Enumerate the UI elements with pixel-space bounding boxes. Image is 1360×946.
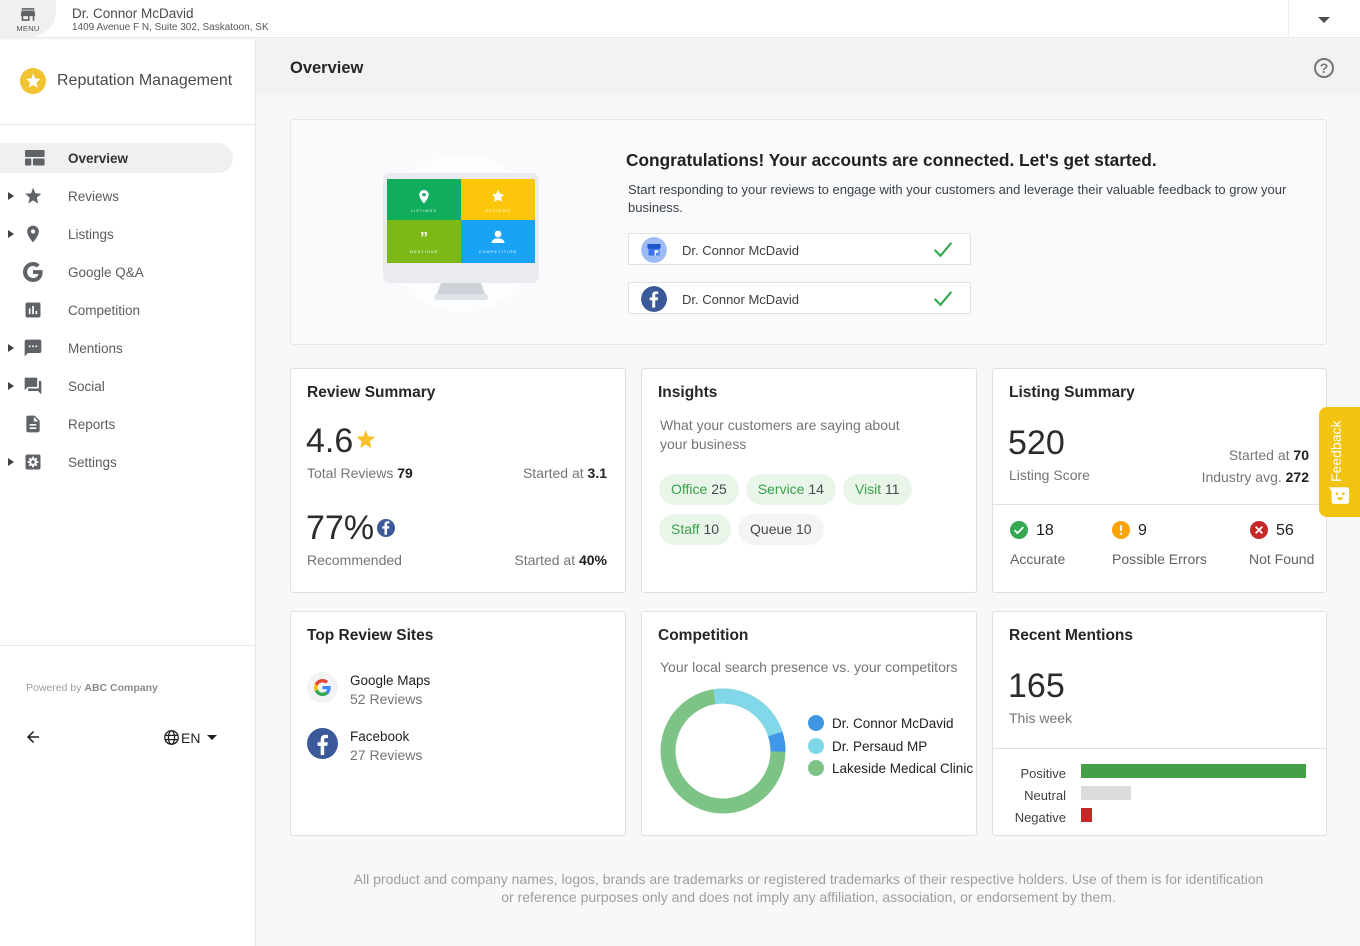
svg-text:COMPETITION: COMPETITION: [479, 250, 517, 254]
svg-text:”: ”: [420, 230, 428, 247]
svg-text:MENTIONS: MENTIONS: [410, 250, 439, 254]
svg-text:LISTINGS: LISTINGS: [411, 209, 437, 213]
svg-text:REVIEWS: REVIEWS: [485, 209, 510, 213]
